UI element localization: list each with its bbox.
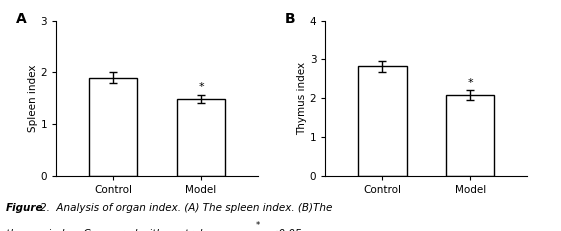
Bar (89, 78, 137, 176)
Y-axis label: Spleen index: Spleen index (27, 64, 38, 132)
Text: thymus index. Compared with control,: thymus index. Compared with control, (6, 229, 209, 231)
Text: B: B (285, 12, 296, 25)
Bar (358, 67, 407, 176)
Bar (446, 95, 494, 176)
Text: *: * (255, 221, 260, 230)
Text: *: * (467, 78, 473, 88)
Y-axis label: Thymus index: Thymus index (297, 62, 307, 135)
Text: Figure: Figure (6, 203, 43, 213)
Text: 2.  Analysis of organ index. (A) The spleen index. (B)The: 2. Analysis of organ index. (A) The sple… (40, 203, 333, 213)
Text: A: A (16, 12, 26, 25)
Text: p<0.05.: p<0.05. (263, 229, 305, 231)
Bar (177, 99, 225, 176)
Text: *: * (198, 82, 204, 92)
